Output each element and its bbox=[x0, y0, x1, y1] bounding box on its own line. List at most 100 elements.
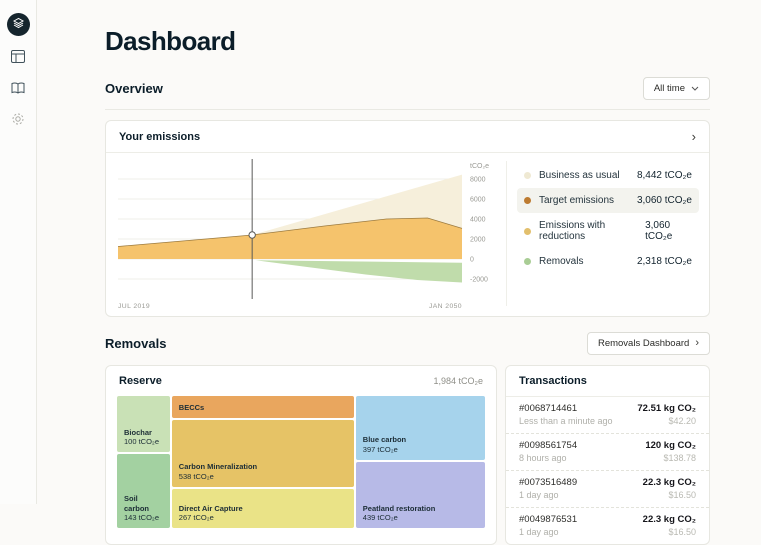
transaction-id: #0049876531 bbox=[519, 514, 578, 525]
transaction-left: #0073516489 1 day ago bbox=[519, 477, 577, 500]
time-filter-dropdown[interactable]: All time bbox=[642, 77, 710, 100]
transaction-left: #0049876531 1 day ago bbox=[519, 514, 577, 537]
transactions-list: #0068714461 Less than a minute ago 72.51… bbox=[506, 397, 709, 544]
overview-heading: Overview bbox=[105, 81, 163, 96]
transaction-right: 22.3 kg CO₂ $16.50 bbox=[643, 477, 696, 500]
app-logo[interactable] bbox=[6, 13, 30, 36]
treemap-column: BECCs Carbon Mineralization 538 tCO₂e Direc… bbox=[171, 396, 354, 529]
main-content: Dashboard Overview All time Your emissio… bbox=[37, 0, 761, 545]
reserve-card-header: Reserve 1,984 tCO₂e bbox=[106, 366, 496, 396]
removals-heading: Removals bbox=[105, 336, 167, 351]
transactions-card: Transactions #0068714461 Less than a min… bbox=[505, 365, 710, 545]
treemap-column: Blue carbon 397 tCO₂e Peatland restoration… bbox=[355, 396, 485, 528]
legend-value: 3,060 tCO₂e bbox=[645, 220, 673, 242]
transaction-amount: 22.3 kg CO₂ bbox=[642, 477, 696, 488]
transaction-right: 22.3 kg CO₂ $16.50 bbox=[643, 514, 696, 537]
legend-label: Business as usual bbox=[539, 170, 620, 181]
page-title: Dashboard bbox=[105, 26, 236, 56]
reserve-card: Reserve 1,984 tCO₂e Biochar 100 tCO₂e Soil… bbox=[105, 365, 497, 545]
transaction-left: #0068714461 Less than a minute ago bbox=[519, 403, 613, 426]
chevron-right-icon: › bbox=[695, 337, 699, 349]
emissions-card-header[interactable]: Your emissions › bbox=[106, 121, 709, 153]
legend-value: 8,442 tCO₂e bbox=[636, 170, 692, 181]
time-filter-value: All time bbox=[653, 83, 685, 94]
svg-text:JUL 2019: JUL 2019 bbox=[118, 303, 150, 310]
transaction-amount: 72.51 kg CO₂ bbox=[637, 403, 696, 414]
legend-dot bbox=[524, 172, 531, 179]
legend-value: 2,318 tCO₂e bbox=[636, 256, 692, 267]
legend-item-removals[interactable]: Removals 2,318 tCO₂e bbox=[517, 249, 699, 274]
transaction-price: $138.78 bbox=[663, 453, 696, 463]
emissions-card-title: Your emissions bbox=[119, 130, 201, 143]
sidebar bbox=[0, 0, 37, 504]
legend-label: Emissions with reductions bbox=[539, 220, 606, 242]
transaction-time: Less than a minute ago bbox=[519, 416, 613, 426]
sidebar-item-settings[interactable] bbox=[10, 113, 26, 129]
transaction-time: 8 hours ago bbox=[519, 453, 567, 463]
treemap-cell-label: BECCs bbox=[178, 403, 205, 413]
transaction-row[interactable]: #0049876531 1 day ago 22.3 kg CO₂ $16.50 bbox=[506, 507, 709, 544]
legend-item-target-emissions[interactable]: Target emissions 3,060 tCO₂e bbox=[517, 188, 699, 213]
treemap-cell-label: Biochar bbox=[124, 427, 152, 437]
transaction-amount: 120 kg CO₂ bbox=[645, 440, 696, 451]
legend-item-emissions-with-reductions[interactable]: Emissions with reductions 3,060 tCO₂e bbox=[517, 213, 699, 249]
legend-label: Target emissions bbox=[539, 195, 615, 206]
logo-icon bbox=[12, 16, 25, 34]
transactions-card-header: Transactions bbox=[506, 366, 709, 397]
removals-section-header: Removals Removals Dashboard › bbox=[105, 332, 710, 355]
treemap-cell-value: 100 tCO₂e bbox=[124, 437, 160, 447]
transaction-id: #0068714461 bbox=[519, 403, 578, 414]
svg-text:tCO₂e: tCO₂e bbox=[470, 163, 489, 170]
svg-text:JAN 2050: JAN 2050 bbox=[429, 303, 462, 310]
emissions-chart-svg: tCO₂e 8000 6000 4000 2000 0 -2000 JUL 2019 JAN 2… bbox=[117, 159, 489, 310]
removals-dashboard-label: Removals Dashboard bbox=[597, 338, 690, 349]
removals-dashboard-button[interactable]: Removals Dashboard › bbox=[586, 332, 710, 355]
legend-item-business-as-usual[interactable]: Business as usual 8,442 tCO₂e bbox=[517, 163, 699, 188]
reserve-card-title: Reserve bbox=[119, 375, 162, 387]
transaction-time: 1 day ago bbox=[519, 527, 559, 537]
transactions-card-title: Transactions bbox=[519, 375, 587, 387]
svg-text:0: 0 bbox=[470, 257, 474, 264]
svg-text:2000: 2000 bbox=[470, 237, 486, 244]
treemap-cell-label: Direct Air Capture bbox=[178, 503, 243, 513]
transaction-row[interactable]: #0073516489 1 day ago 22.3 kg CO₂ $16.50 bbox=[506, 470, 709, 507]
treemap-cell-biochar[interactable]: Biochar 100 tCO₂e bbox=[117, 396, 170, 453]
treemap-column: Biochar 100 tCO₂e Soil carbon 143 tCO₂e bbox=[117, 396, 170, 528]
overview-section-header: Overview All time bbox=[105, 77, 710, 100]
treemap-cell-peatland-restoration[interactable]: Peatland restoration 439 tCO₂e bbox=[355, 461, 485, 528]
transaction-row[interactable]: #0098561754 8 hours ago 120 kg CO₂ $138.… bbox=[506, 433, 709, 470]
legend-value: 3,060 tCO₂e bbox=[636, 195, 692, 206]
legend-dot bbox=[524, 197, 531, 204]
legend-dot bbox=[524, 258, 531, 265]
transaction-price: $16.50 bbox=[668, 527, 696, 537]
transaction-right: 72.51 kg CO₂ $42.20 bbox=[637, 403, 696, 426]
book-icon bbox=[11, 81, 25, 99]
gear-icon bbox=[11, 112, 25, 131]
treemap-cell-value: 143 tCO₂e bbox=[124, 513, 160, 523]
svg-text:8000: 8000 bbox=[470, 177, 486, 184]
treemap-cell-label: Peatland restoration bbox=[362, 503, 436, 513]
svg-text:6000: 6000 bbox=[470, 197, 486, 204]
transaction-id: #0098561754 bbox=[519, 440, 578, 451]
transaction-right: 120 kg CO₂ $138.78 bbox=[645, 440, 696, 463]
transaction-row[interactable]: #0068714461 Less than a minute ago 72.51… bbox=[506, 397, 709, 433]
sidebar-item-docs[interactable] bbox=[10, 82, 26, 98]
treemap-cell-blue-carbon[interactable]: Blue carbon 397 tCO₂e bbox=[355, 396, 485, 460]
reserve-treemap: Biochar 100 tCO₂e Soil carbon 143 tCO₂e BECC… bbox=[117, 396, 485, 529]
emissions-card: Your emissions › tCO₂e 8000 6000 4000 2000 0 -… bbox=[105, 120, 710, 317]
emissions-legend: Business as usual 8,442 tCO₂e Target emi… bbox=[506, 161, 709, 306]
treemap-cell-carbon-mineralization[interactable]: Carbon Mineralization 538 tCO₂e bbox=[171, 419, 354, 487]
overview-divider bbox=[105, 109, 710, 110]
sidebar-item-dashboard[interactable] bbox=[10, 50, 26, 67]
treemap-cell-label: Carbon Mineralization bbox=[178, 462, 258, 472]
svg-text:-2000: -2000 bbox=[470, 277, 488, 284]
treemap-cell-beccs[interactable]: BECCs bbox=[171, 396, 354, 418]
legend-label: Removals bbox=[539, 256, 584, 267]
treemap-cell-value: 538 tCO₂e bbox=[178, 471, 214, 481]
treemap-cell-value: 397 tCO₂e bbox=[362, 445, 398, 455]
treemap-cell-soil-carbon[interactable]: Soil carbon 143 tCO₂e bbox=[117, 454, 170, 528]
chevron-right-icon: › bbox=[691, 129, 696, 144]
treemap-cell-direct-air-capture[interactable]: Direct Air Capture 267 tCO₂e bbox=[171, 488, 354, 529]
svg-text:4000: 4000 bbox=[470, 217, 486, 224]
transaction-time: 1 day ago bbox=[519, 490, 559, 500]
